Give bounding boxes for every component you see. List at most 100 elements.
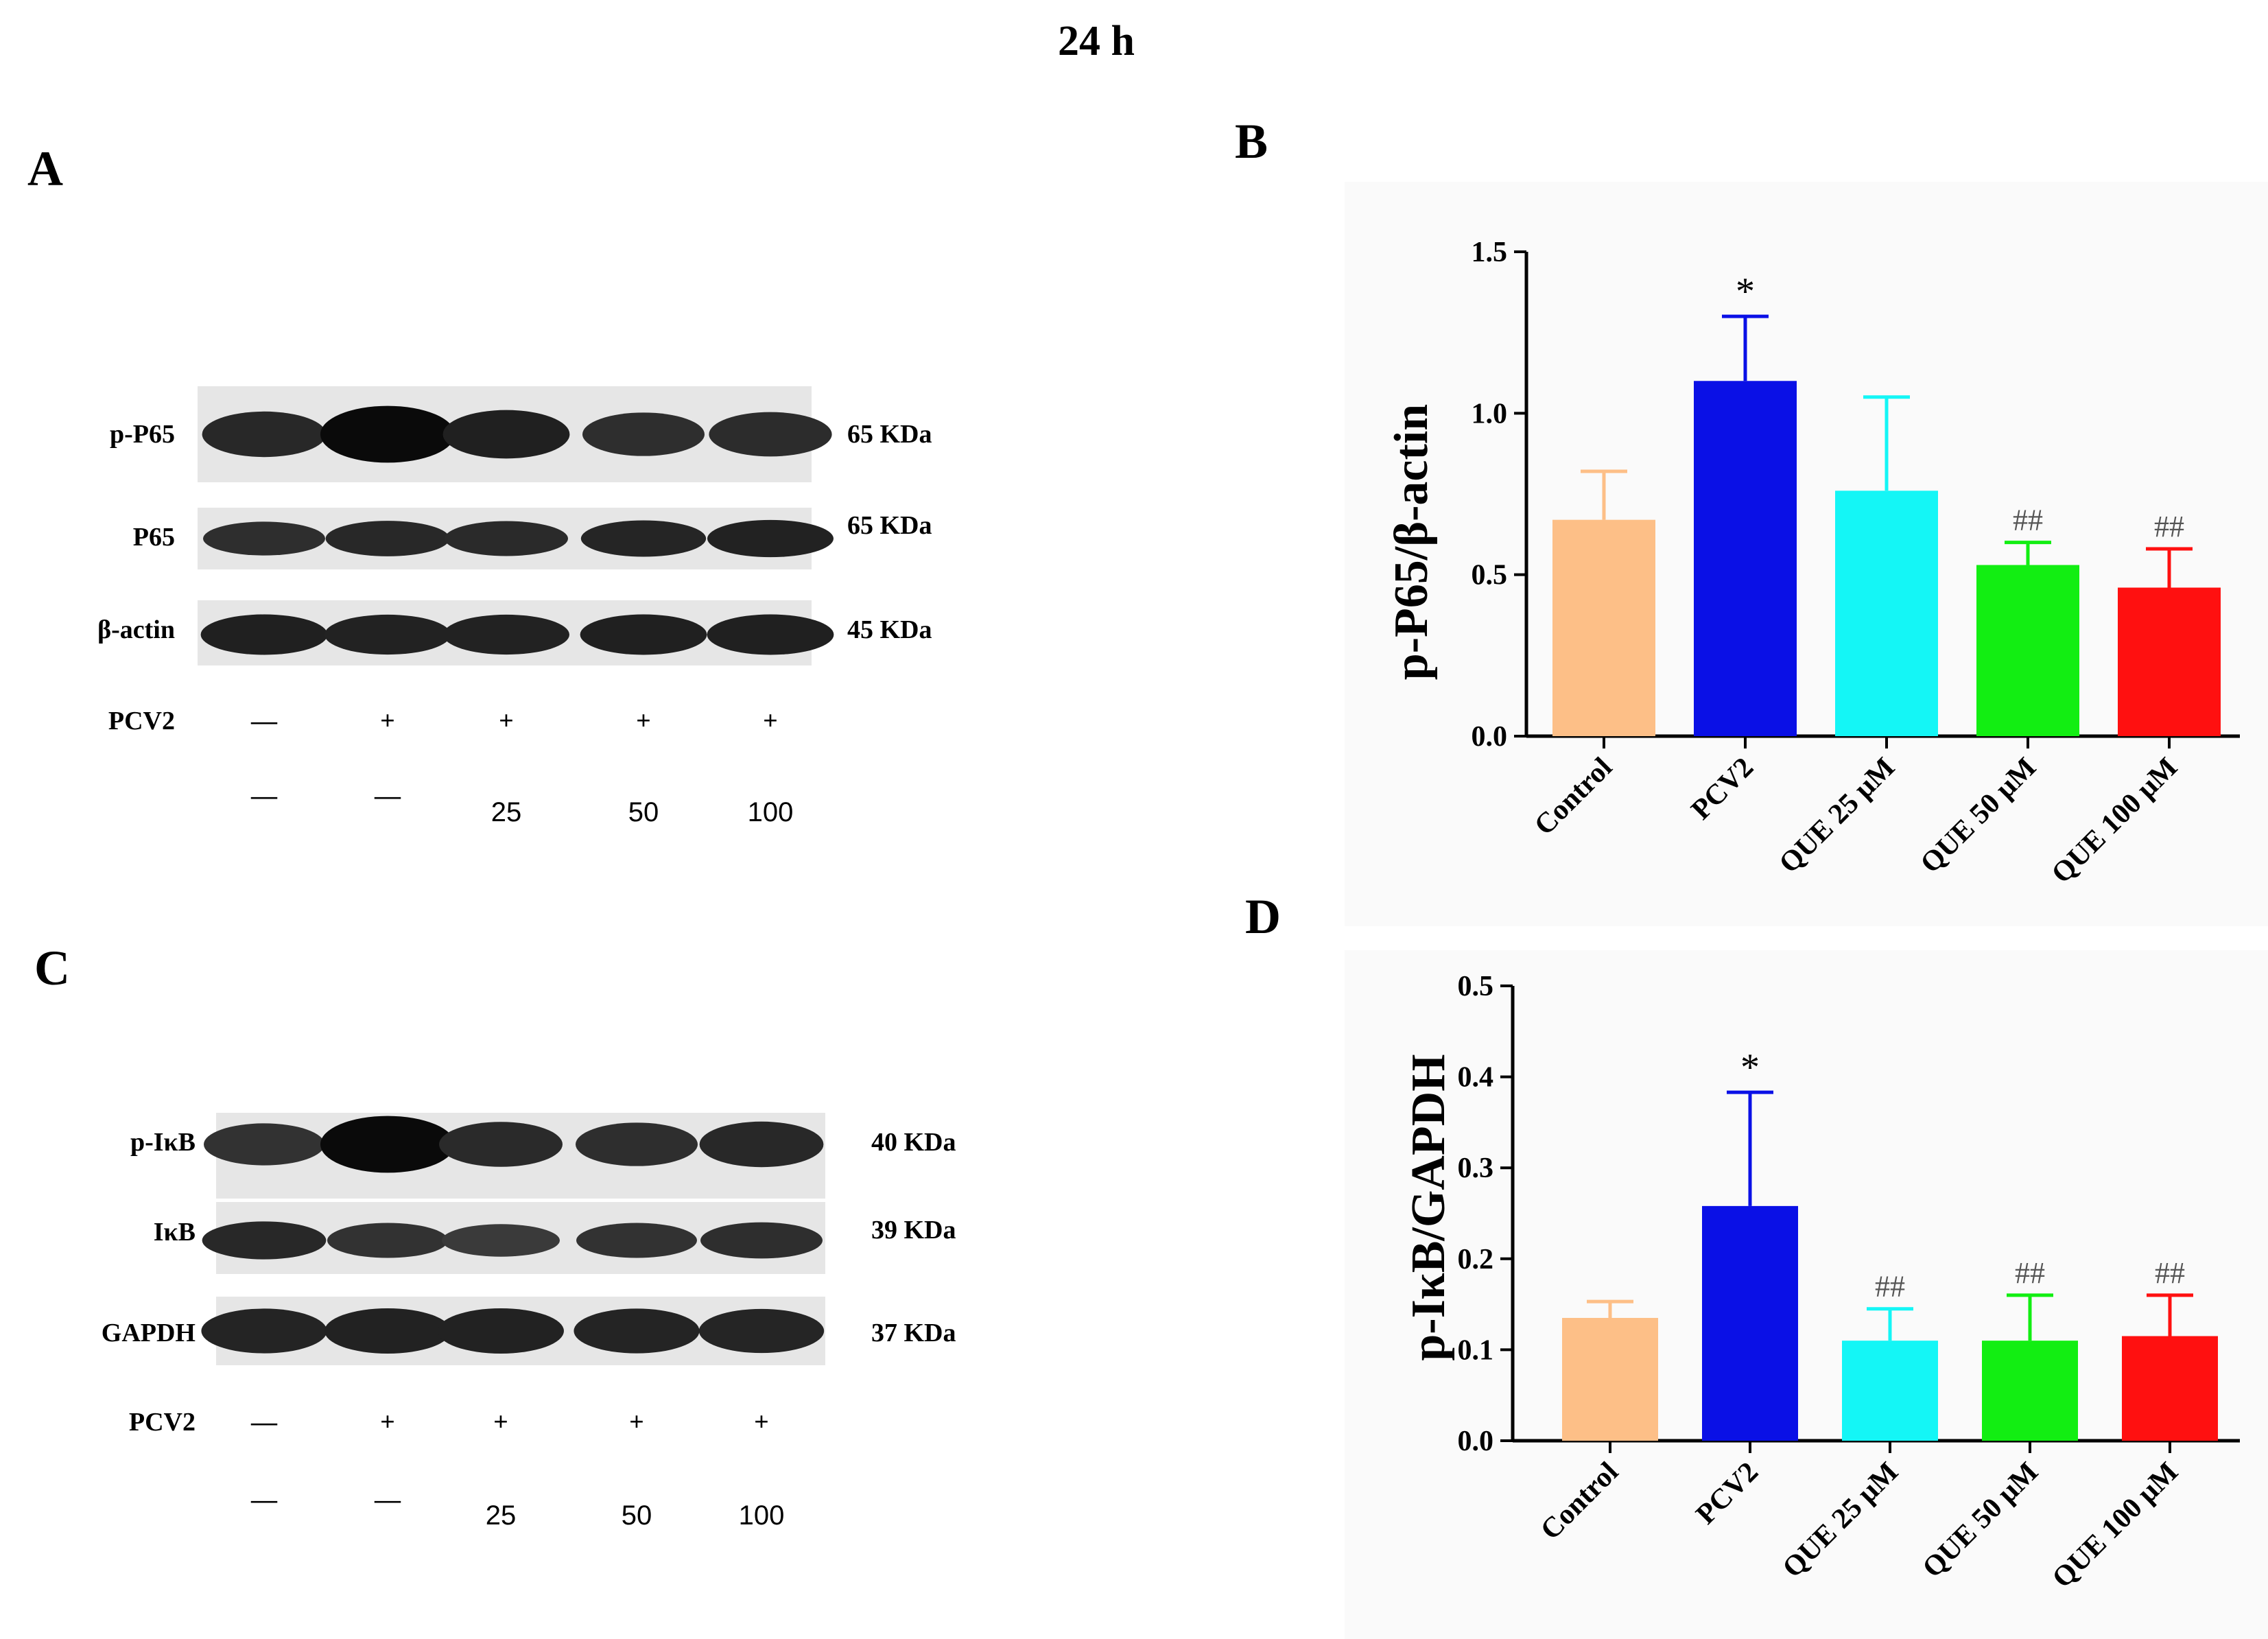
panel-b-backdrop	[1345, 182, 2268, 926]
treatment-value: —	[250, 1485, 278, 1514]
treatment-value: +	[380, 707, 395, 735]
blot-band	[320, 1116, 455, 1173]
blot-band	[709, 412, 832, 457]
treatment-value: —	[374, 781, 401, 810]
bar	[2122, 1336, 2218, 1441]
y-tick-label: 0.5	[1458, 971, 1494, 1002]
panel-label-b: B	[1235, 114, 1268, 169]
significance-label: *	[1736, 270, 1755, 313]
blot-row-label: p-IκB	[130, 1128, 196, 1157]
blot-band	[576, 1223, 697, 1258]
blot-band	[202, 411, 327, 458]
blot-row-size: 65 KDa	[847, 420, 932, 449]
blot-band	[574, 1308, 700, 1354]
treatment-value: —	[250, 707, 278, 735]
treatment-row: PCV2 — + + + +	[108, 707, 778, 735]
blot-band	[442, 410, 570, 459]
blot-band	[438, 1308, 564, 1354]
treatment-value: —	[250, 781, 278, 810]
blot-panel-a: p-P65 65 KDa P65 65 KDa β-actin 45 KDa P…	[97, 386, 932, 827]
treatment-value: —	[250, 1408, 278, 1437]
blot-band	[203, 521, 325, 556]
blot-panel-c: p-IκB 40 KDa IκB 39 KDa GAPDH 37 KDa PCV…	[102, 1113, 956, 1531]
treatment-value: 25	[491, 797, 522, 827]
blot-band	[698, 1308, 825, 1354]
treatment-value: +	[499, 707, 514, 735]
y-tick-label: 1.5	[1472, 237, 1508, 268]
treatment-value: 100	[739, 1500, 785, 1531]
blot-band	[204, 1123, 324, 1166]
treatment-value: +	[629, 1408, 644, 1437]
y-tick-label: 0.3	[1458, 1153, 1494, 1184]
panel-label-d: D	[1245, 889, 1281, 944]
blot-row-size: 37 KDa	[871, 1319, 956, 1347]
y-axis-label: p-IκB/GAPDH	[1402, 1054, 1455, 1360]
band-group	[201, 1308, 825, 1354]
blot-row-label: GAPDH	[102, 1319, 196, 1347]
blot-band	[324, 1308, 451, 1354]
blot-row-size: 40 KDa	[871, 1128, 956, 1157]
bar	[1694, 381, 1797, 736]
blot-band	[327, 1223, 448, 1258]
panel-d-backdrop	[1345, 950, 2268, 1639]
y-tick-label: 1.0	[1472, 398, 1508, 429]
blot-row: p-P65 65 KDa	[110, 386, 932, 482]
treatment-row: PCV2 — + + + +	[129, 1408, 769, 1437]
blot-row-size: 39 KDa	[871, 1216, 956, 1245]
treatment-value: +	[493, 1408, 508, 1437]
blot-band	[202, 1221, 327, 1260]
bar	[1552, 519, 1655, 736]
treatment-value: +	[636, 707, 651, 735]
blot-band	[707, 519, 834, 558]
figure-title: 24 h	[1058, 18, 1135, 64]
significance-label: ##	[2154, 510, 2184, 543]
blot-band	[325, 521, 450, 556]
y-tick-label: 0.4	[1458, 1062, 1494, 1094]
bar	[1835, 491, 1938, 736]
blot-band	[445, 521, 568, 556]
concentration-row: — — 25 50 100	[250, 781, 793, 827]
significance-label: ##	[2015, 1256, 2045, 1290]
y-tick-label: 0.0	[1458, 1426, 1494, 1457]
blot-row-label: P65	[133, 523, 175, 552]
bar	[1842, 1341, 1938, 1441]
treatment-value: +	[763, 707, 778, 735]
bar	[1976, 565, 2079, 736]
blot-band	[442, 1224, 560, 1257]
significance-label: ##	[2155, 1256, 2185, 1290]
treatment-value: +	[754, 1408, 769, 1437]
panel-label-c: C	[34, 941, 70, 995]
band-group	[203, 519, 834, 558]
blot-band	[201, 1308, 327, 1354]
treatment-value: 25	[486, 1500, 517, 1531]
blot-band	[700, 1222, 823, 1259]
treatment-value: 50	[628, 797, 659, 827]
treatment-label: PCV2	[108, 707, 175, 735]
band-group	[202, 1221, 823, 1260]
significance-label: ##	[2013, 504, 2043, 537]
blot-band	[707, 614, 834, 655]
significance-label: *	[1740, 1046, 1760, 1089]
blot-row: β-actin 45 KDa	[97, 600, 932, 665]
blot-row-size: 65 KDa	[847, 511, 932, 540]
treatment-value: 50	[622, 1500, 652, 1531]
blot-band	[580, 614, 707, 655]
panel-label-a: A	[27, 141, 63, 196]
blot-row: p-IκB 40 KDa	[130, 1113, 956, 1199]
significance-label: ##	[1875, 1270, 1905, 1304]
blot-row: P65 65 KDa	[133, 508, 932, 569]
y-tick-label: 0.0	[1472, 721, 1508, 753]
y-tick-label: 0.2	[1458, 1244, 1494, 1275]
blot-row-label: p-P65	[110, 420, 175, 449]
treatment-value: —	[374, 1485, 401, 1514]
treatment-value: +	[380, 1408, 395, 1437]
blot-row: GAPDH 37 KDa	[102, 1297, 956, 1365]
blot-band	[699, 1121, 824, 1168]
blot-band	[200, 614, 328, 655]
blot-band	[582, 412, 705, 456]
blot-band	[439, 1122, 563, 1167]
bar	[2118, 587, 2221, 736]
band-group	[202, 405, 832, 463]
treatment-value: 100	[748, 797, 794, 827]
